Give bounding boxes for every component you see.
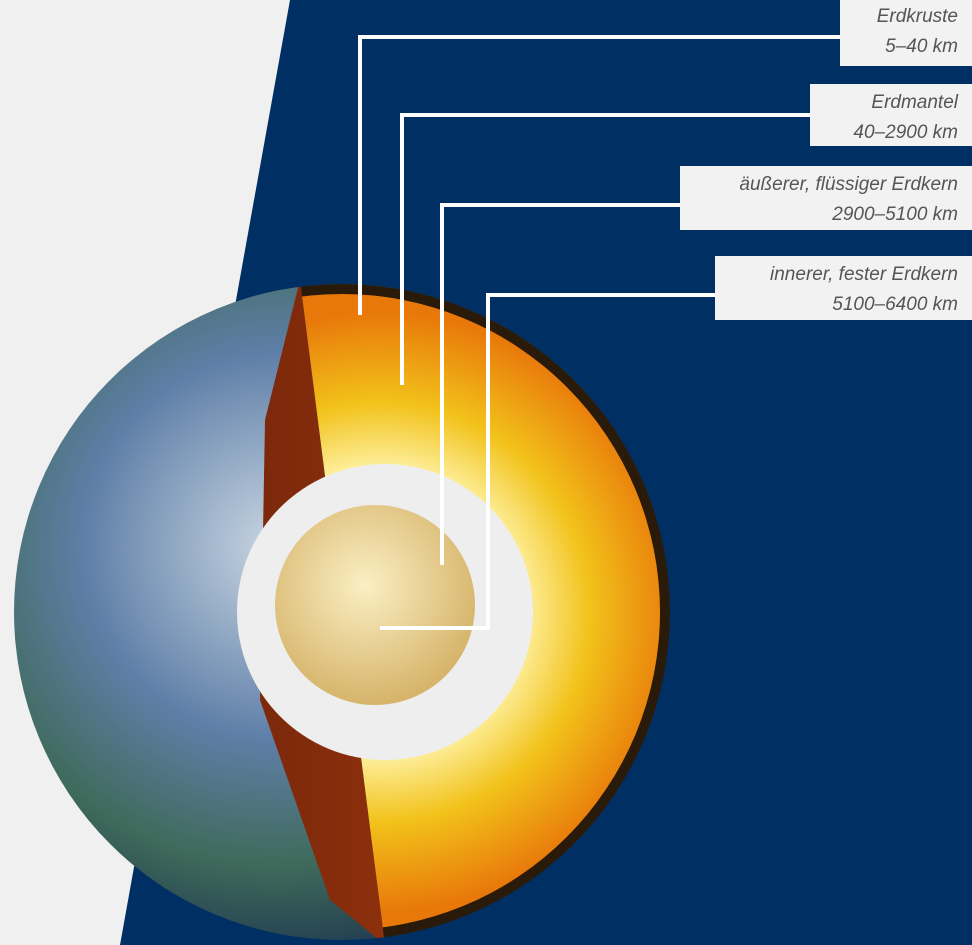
layer-depth: 40–2900 km	[853, 122, 958, 143]
layer-name: äußerer, flüssiger Erdkern	[739, 174, 958, 195]
leader-line	[440, 203, 680, 565]
leader-lines	[358, 35, 840, 630]
inner-core	[275, 505, 475, 705]
leader-line	[380, 293, 715, 630]
layer-name: Erdmantel	[871, 92, 958, 113]
label-box	[810, 84, 972, 146]
label-boxes: Erdkruste 5–40 km Erdmantel 40–2900 km ä…	[680, 0, 972, 320]
layer-depth: 5100–6400 km	[832, 294, 958, 315]
label-box	[680, 166, 972, 230]
leader-line	[358, 35, 840, 315]
layer-depth: 5–40 km	[885, 36, 958, 57]
layer-name: innerer, fester Erdkern	[770, 264, 958, 285]
leader-line	[400, 113, 810, 385]
layer-name: Erdkruste	[877, 6, 958, 27]
layer-depth: 2900–5100 km	[831, 204, 958, 225]
label-box	[715, 256, 972, 320]
label-box	[840, 0, 972, 66]
